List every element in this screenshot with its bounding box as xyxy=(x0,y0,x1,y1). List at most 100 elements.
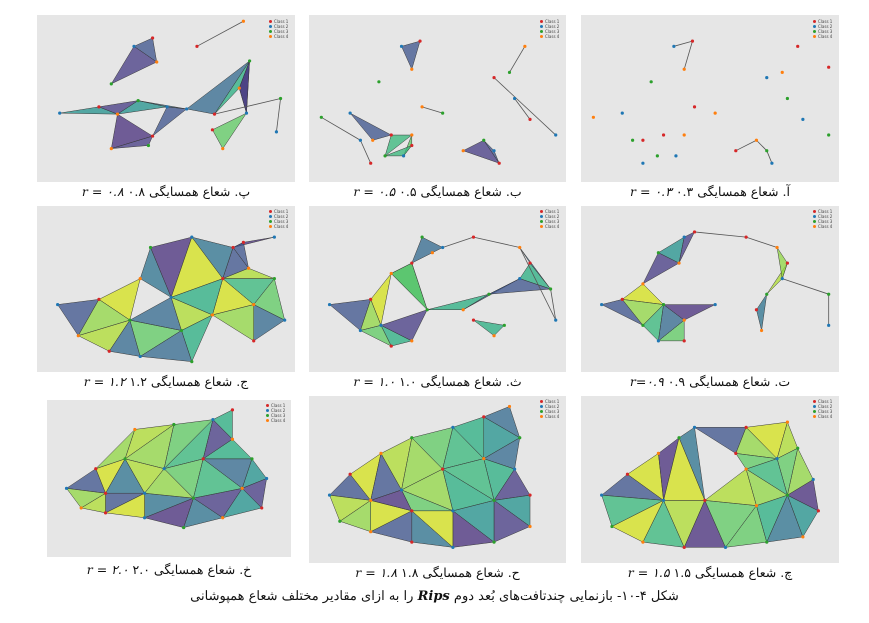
data-point xyxy=(620,111,624,115)
plot-p4 xyxy=(37,206,295,372)
data-point xyxy=(785,493,789,497)
caption-p9: چ. شعاع همسایگی ۱.۵ r = ۱.۵ xyxy=(581,565,839,580)
data-point xyxy=(723,545,728,549)
rips-complex-p3 xyxy=(591,39,831,165)
legend-marker-class1 xyxy=(813,20,816,23)
figure-caption-term: Rips xyxy=(417,589,450,604)
legend-entry-class2: Class 2 xyxy=(266,408,285,413)
data-point xyxy=(182,525,186,530)
caption-radius-p3: r = ۰.۳ xyxy=(630,184,672,199)
data-point xyxy=(231,245,235,250)
data-point xyxy=(770,161,774,165)
legend-label-class3: Class 3 xyxy=(271,413,286,418)
caption-radius-p7: r = ۲.۰ xyxy=(86,562,129,577)
data-point xyxy=(713,111,717,115)
caption-radius-p5: r = ۱.۰ xyxy=(353,374,396,389)
data-point xyxy=(641,282,645,286)
data-point xyxy=(410,67,414,71)
legend-entry-class1: Class 1 xyxy=(813,209,832,214)
data-point xyxy=(338,519,342,523)
caption-text-p6: ت. شعاع همسایگی ۰.۹ xyxy=(667,374,791,389)
legend-marker-class3 xyxy=(540,410,543,413)
data-point xyxy=(190,360,194,364)
legend-label-class2: Class 2 xyxy=(818,24,833,29)
data-point xyxy=(97,105,101,109)
caption-p1: پ. شعاع همسایگی ۰.۸ r = ۰.۸ xyxy=(37,184,295,199)
simplex-triangle xyxy=(111,135,154,149)
data-point xyxy=(482,138,486,142)
data-point xyxy=(775,457,779,461)
data-point xyxy=(274,130,279,134)
data-point xyxy=(389,271,393,276)
data-point xyxy=(518,245,522,250)
data-point xyxy=(591,115,595,119)
caption-text-p4: ج. شعاع همسایگی ۱.۲ xyxy=(129,374,249,389)
caption-text-p1: پ. شعاع همسایگی ۰.۸ xyxy=(127,184,251,199)
data-point xyxy=(441,111,445,115)
legend-label-class4: Class 4 xyxy=(271,418,286,423)
data-point xyxy=(133,427,137,432)
legend-marker-class4 xyxy=(266,419,269,422)
data-point xyxy=(348,472,352,476)
data-point xyxy=(754,503,759,508)
caption-radius-p9: r = ۱.۵ xyxy=(627,565,670,580)
data-point xyxy=(744,235,748,239)
legend-p7: Class 1 Class 2 Class 3 Class 4 xyxy=(266,403,285,423)
legend-entry-class4: Class 4 xyxy=(540,34,559,39)
data-point xyxy=(760,328,764,333)
legend-entry-class3: Class 3 xyxy=(813,409,832,414)
legend-entry-class1: Class 1 xyxy=(813,19,832,24)
legend-marker-class3 xyxy=(266,414,269,417)
data-point xyxy=(528,493,532,497)
legend-entry-class2: Class 2 xyxy=(540,24,559,29)
data-point xyxy=(348,111,352,115)
data-point xyxy=(148,245,153,250)
data-point xyxy=(399,488,404,492)
legend-label-class1: Class 1 xyxy=(818,399,833,404)
data-point xyxy=(461,308,465,312)
data-point xyxy=(410,436,414,440)
legend-label-class1: Class 1 xyxy=(818,209,833,214)
data-point xyxy=(410,143,414,148)
simplex-triangle xyxy=(369,489,413,512)
caption-text-p2: ب. شعاع همسایگی ۰.۵ xyxy=(399,184,522,199)
caption-radius-p8: r = ۱.۸ xyxy=(355,565,398,580)
simplex-edge xyxy=(360,140,372,164)
data-point xyxy=(79,506,83,510)
legend-label-class2: Class 2 xyxy=(274,214,289,219)
simplex-triangle xyxy=(359,325,392,347)
caption-text-p5: ث. شعاع همسایگی ۱.۰ xyxy=(399,374,522,389)
data-point xyxy=(191,496,195,500)
data-point xyxy=(143,491,147,495)
data-point xyxy=(796,446,800,450)
simplex-triangle xyxy=(239,60,250,114)
data-point xyxy=(528,524,532,529)
legend-entry-class4: Class 4 xyxy=(269,224,288,229)
rips-complex-p6 xyxy=(600,230,831,343)
legend-marker-class2 xyxy=(269,25,272,28)
legend-p5: Class 1 Class 2 Class 3 Class 4 xyxy=(540,209,559,229)
legend-entry-class3: Class 3 xyxy=(269,219,288,224)
data-point xyxy=(703,498,707,502)
legend-label-class4: Class 4 xyxy=(545,34,560,39)
data-point xyxy=(785,420,789,424)
data-point xyxy=(713,302,717,307)
data-point xyxy=(241,19,245,23)
legend-marker-class3 xyxy=(269,220,272,223)
caption-radius-p6: r=۰.۹ xyxy=(629,374,664,389)
legend-marker-class1 xyxy=(269,210,272,213)
caption-radius-p2: r = ۰.۵ xyxy=(353,184,396,199)
data-point xyxy=(690,39,695,43)
data-point xyxy=(482,457,486,461)
data-point xyxy=(418,39,422,43)
data-point xyxy=(641,323,645,327)
simplex-triangle xyxy=(401,40,421,70)
legend-p8: Class 1 Class 2 Class 3 Class 4 xyxy=(540,399,559,419)
data-point xyxy=(827,323,831,327)
data-point xyxy=(128,318,132,322)
data-point xyxy=(410,133,414,137)
legend-marker-class3 xyxy=(540,30,543,33)
legend-entry-class4: Class 4 xyxy=(540,224,559,229)
data-point xyxy=(109,82,113,86)
data-point xyxy=(237,86,241,90)
